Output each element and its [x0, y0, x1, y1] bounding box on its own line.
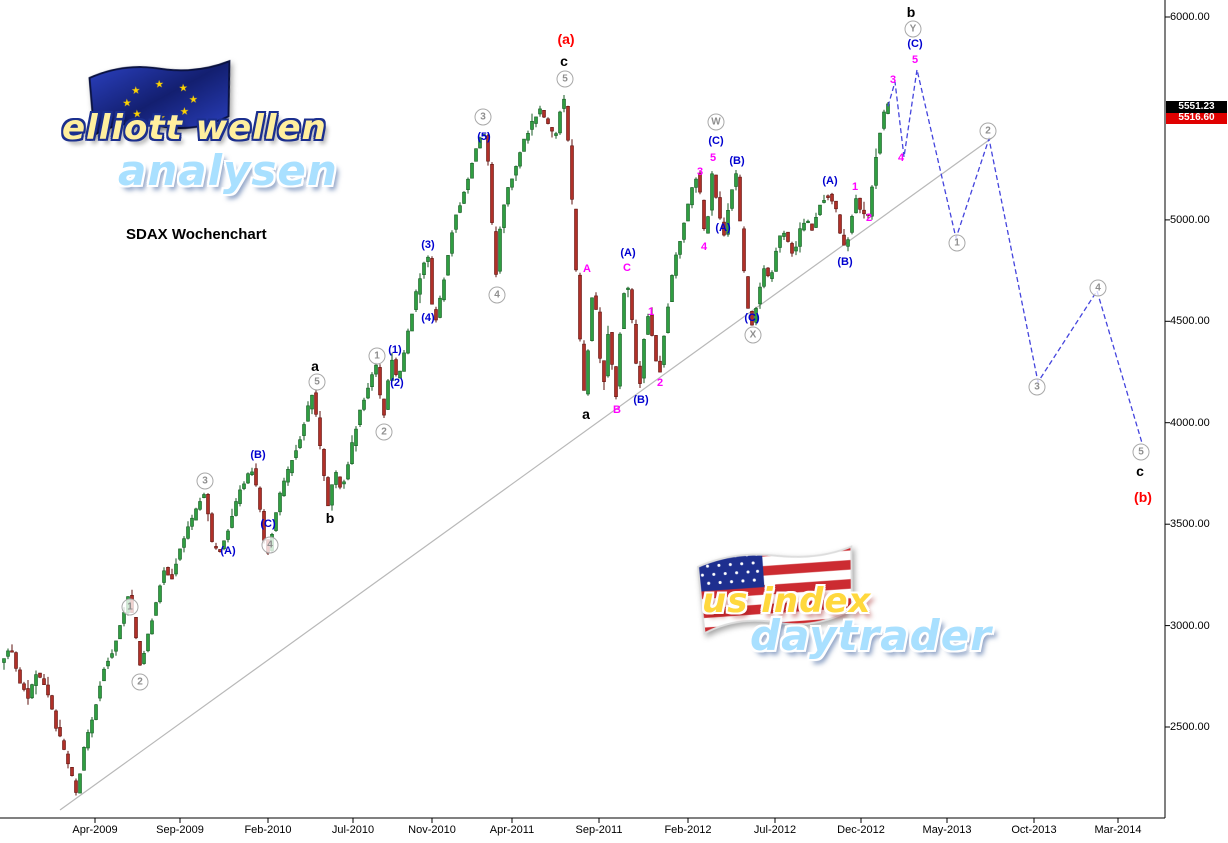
wave-label-circled: 4	[488, 286, 506, 304]
x-axis-label: Sep-2009	[156, 824, 204, 836]
x-axis-label: Sep-2011	[575, 824, 623, 836]
wave-label-circled: 5	[1132, 443, 1150, 461]
x-axis-label: Feb-2010	[244, 824, 292, 836]
trendline	[59, 137, 993, 811]
wave-label-black: b	[325, 510, 335, 526]
wave-label-circled: Y	[904, 20, 922, 38]
wave-label-circled: 3	[474, 108, 492, 126]
wave-label-circled: X	[744, 326, 762, 344]
wave-label-magenta: 5	[911, 54, 919, 66]
wave-label-circled: W	[707, 113, 725, 131]
chart-subtitle: SDAX Wochenchart	[126, 226, 267, 243]
x-axis-label: Mar-2014	[1094, 824, 1142, 836]
x-axis-label: Oct-2013	[1011, 824, 1057, 836]
x-axis-label: Jul-2010	[331, 824, 375, 836]
y-axis-label: 2500.00	[1170, 721, 1210, 733]
wave-label-black: c	[1136, 463, 1144, 479]
wave-label-circled: 3	[196, 472, 214, 490]
x-axis-label: May-2013	[922, 824, 972, 836]
x-axis-label: Apr-2009	[72, 824, 118, 836]
projection-path	[887, 69, 1143, 444]
wave-label-magenta: 4	[700, 241, 708, 253]
wave-label-blue: (A)	[715, 222, 731, 234]
svg-text:★: ★	[131, 85, 141, 96]
wave-label-blue: (1)	[388, 344, 402, 356]
eu-stars-icon: ★★★ ★★★ ★ ★	[122, 79, 198, 124]
wave-label-blue: (C)	[260, 518, 276, 530]
y-axis-label: 3000.00	[1170, 620, 1210, 632]
wave-label-magenta: 3	[889, 74, 897, 86]
wave-label-magenta: 5	[709, 152, 717, 164]
svg-text:★: ★	[178, 83, 188, 94]
y-axis-label: 6000.00	[1170, 11, 1210, 23]
y-axis-label: 5000.00	[1170, 214, 1210, 226]
current-price-tag: 5551.23	[1166, 101, 1227, 113]
us-flag-logo	[696, 545, 857, 635]
x-axis-label: Apr-2011	[489, 824, 535, 836]
wave-label-black: a	[311, 358, 319, 374]
wave-label-blue: (B)	[633, 394, 649, 406]
svg-text:★: ★	[132, 109, 142, 120]
logo-us-index-text: us index	[702, 581, 872, 621]
y-axis-label: 3500.00	[1170, 518, 1210, 530]
wave-label-circled: 5	[308, 373, 326, 391]
wave-label-blue: (4)	[421, 312, 435, 324]
x-axis-label: Feb-2012	[664, 824, 712, 836]
wave-label-blue: (B)	[729, 155, 745, 167]
wave-label-circled: 2	[979, 122, 997, 140]
logo-analysen-text: analysen	[118, 146, 338, 195]
svg-text:★: ★	[188, 95, 198, 106]
y-axis-label: 4500.00	[1170, 315, 1210, 327]
wave-label-circled: 3	[1028, 378, 1046, 396]
wave-label-blue: (C)	[907, 38, 923, 50]
x-axis-label: Nov-2010	[408, 824, 456, 836]
wave-label-blue: (A)	[220, 545, 236, 557]
wave-label-circled: 4	[1089, 279, 1107, 297]
wave-label-black: b	[906, 4, 916, 20]
wave-label-circled: 5	[556, 70, 574, 88]
wave-label-magenta: 3	[696, 166, 704, 178]
x-axis-label: Jul-2012	[753, 824, 797, 836]
previous-price-tag: 5516.60	[1166, 112, 1227, 124]
wave-label-blue: (A)	[620, 247, 636, 259]
logo-elliott-wellen-text: elliott wellen	[62, 108, 327, 148]
wave-label-circled: 2	[131, 673, 149, 691]
svg-text:★: ★	[122, 98, 132, 109]
wave-label-circled: 1	[948, 234, 966, 252]
wave-label-circled: 1	[121, 598, 139, 616]
wave-label-magenta: A	[583, 263, 591, 275]
x-axis-label: Dec-2012	[837, 824, 885, 836]
wave-label-circled: 2	[375, 423, 393, 441]
wave-label-blue: (A)	[822, 175, 838, 187]
svg-text:★: ★	[154, 79, 164, 90]
logo-daytrader-text: daytrader	[750, 611, 992, 660]
eu-flag-logo: ★★★ ★★★ ★ ★	[88, 59, 231, 137]
wave-label-red: (b)	[1134, 489, 1152, 505]
wave-label-black: c	[560, 53, 568, 69]
wave-label-blue: (B)	[250, 449, 266, 461]
wave-label-magenta: 4	[897, 152, 905, 164]
wave-label-blue: (B)	[837, 256, 853, 268]
wave-label-magenta: 1	[851, 181, 859, 193]
wave-label-magenta: 2	[656, 377, 664, 389]
wave-label-blue: (3)	[421, 239, 435, 251]
wave-label-magenta: B	[613, 404, 621, 416]
wave-label-circled: 1	[368, 347, 386, 365]
candles	[2, 95, 890, 796]
svg-text:★: ★	[180, 107, 190, 118]
wave-label-blue: (2)	[390, 377, 404, 389]
wave-label-blue: (5)	[477, 131, 491, 143]
wave-label-magenta: 1	[647, 306, 655, 318]
y-axis-label: 4000.00	[1170, 417, 1210, 429]
wave-label-blue: (C)	[744, 312, 760, 324]
wave-label-blue: (C)	[708, 135, 724, 147]
svg-text:★: ★	[156, 113, 166, 124]
wave-label-magenta: C	[623, 262, 631, 274]
wave-label-black: a	[582, 406, 590, 422]
wave-label-circled: 4	[261, 536, 279, 554]
wave-label-red: (a)	[557, 31, 575, 47]
wave-label-magenta: 2	[865, 212, 873, 224]
